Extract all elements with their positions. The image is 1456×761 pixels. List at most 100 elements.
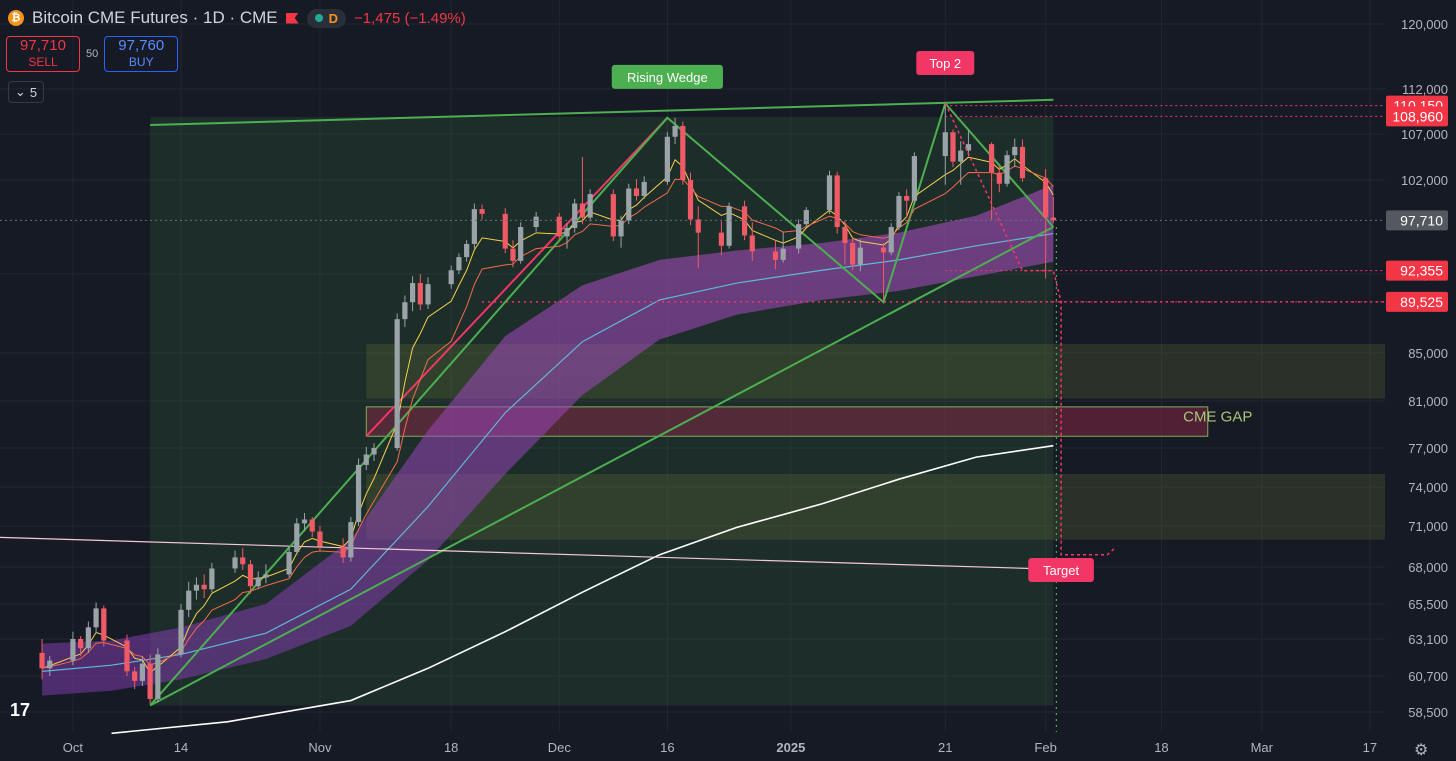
trendline-white — [0, 536, 1031, 570]
market-status-pill[interactable]: D — [306, 8, 346, 28]
candle-body — [904, 195, 910, 201]
candle-body — [850, 242, 856, 265]
candle-body — [672, 125, 678, 137]
candle-body — [826, 175, 833, 211]
pattern-path — [149, 101, 1055, 707]
candle-body — [695, 219, 701, 233]
zone-lower-zone — [366, 474, 1385, 540]
candle-body — [201, 584, 207, 590]
annotation-label: Top 2 — [929, 56, 961, 71]
candle-body — [942, 132, 948, 157]
price-label: 97,710 — [1400, 212, 1443, 228]
candle-body — [78, 639, 84, 649]
symbol-title[interactable]: Bitcoin CME Futures · 1D · CME — [32, 8, 278, 27]
candle-body — [1043, 178, 1049, 218]
annotation-box — [611, 64, 723, 89]
buy-button[interactable]: 97,760 BUY — [104, 36, 179, 72]
x-tick-label: 2025 — [776, 740, 805, 755]
candle-body — [610, 194, 616, 237]
price-change: −1,475 (−1.49%) — [354, 9, 466, 27]
candle-body — [294, 523, 300, 552]
candle-body — [155, 654, 161, 699]
candle-body — [749, 235, 755, 252]
annotation: CME GAP — [1183, 408, 1252, 425]
candle-body — [965, 144, 972, 151]
candle-body — [340, 546, 346, 558]
candle-body — [772, 251, 779, 260]
sell-button[interactable]: 97,710 SELL — [6, 36, 80, 72]
candle-body — [726, 206, 732, 246]
candle-body — [464, 243, 470, 258]
candle-body — [371, 448, 377, 455]
candle-body — [834, 175, 840, 227]
candle-body — [880, 247, 887, 253]
x-tick-label: Mar — [1251, 740, 1274, 755]
y-tick-label: 71,000 — [1408, 519, 1448, 534]
y-tick-label: 77,000 — [1408, 441, 1448, 456]
candle-body — [355, 464, 362, 523]
sell-label: SELL — [28, 55, 58, 69]
candle-body — [1050, 217, 1056, 221]
flag-icon[interactable] — [285, 12, 299, 24]
ema-band — [42, 184, 1054, 696]
bitcoin-logo-icon: ₿ — [8, 10, 24, 26]
interval-chip: D — [328, 10, 338, 26]
price-label-box — [1386, 210, 1448, 231]
candle-body — [132, 671, 138, 681]
x-tick-label: Feb — [1034, 740, 1056, 755]
candle-body — [556, 216, 562, 237]
candle-body — [502, 213, 508, 249]
candle-body — [47, 660, 53, 669]
candle-body — [564, 227, 570, 237]
trendline-pink — [365, 117, 669, 437]
x-tick-label: 21 — [938, 740, 952, 755]
candle-body — [363, 454, 369, 465]
y-axis: 120,000112,000107,000102,00092,00085,000… — [1386, 17, 1448, 720]
candle-body — [533, 216, 539, 227]
spread-value: 50 — [86, 48, 99, 60]
x-tick-label: 17 — [1363, 740, 1377, 755]
market-open-dot-icon — [314, 14, 323, 22]
candle-body — [587, 194, 593, 218]
annotation-box — [916, 51, 975, 75]
annotation: Top 2 — [916, 51, 975, 75]
ma200-line — [111, 444, 1054, 735]
candle-body — [139, 663, 145, 681]
candle-body — [896, 195, 902, 227]
candle-body — [240, 557, 246, 565]
candle-body — [70, 639, 76, 661]
y-tick-label: 60,700 — [1408, 669, 1448, 684]
candle-body — [780, 248, 786, 260]
settings-gear-icon[interactable]: ⚙ — [1414, 742, 1429, 759]
candle-body — [39, 652, 45, 669]
candle-body — [232, 557, 238, 569]
y-tick-label: 107,000 — [1401, 127, 1448, 142]
candle-body — [1012, 146, 1018, 156]
candle-body — [209, 568, 215, 590]
candle-body — [842, 227, 848, 243]
candle-body — [510, 248, 516, 261]
candle-body — [124, 640, 130, 672]
candle-body — [147, 663, 153, 699]
candle-body — [410, 283, 416, 303]
candle-body — [263, 574, 269, 578]
candle-body — [348, 522, 354, 558]
indicators-toggle[interactable]: ⌄ 5 — [8, 81, 44, 103]
candle-body — [101, 608, 107, 641]
candle-body — [633, 188, 640, 196]
candle-body — [309, 519, 315, 532]
candle-body — [741, 206, 748, 236]
price-label-box — [1386, 106, 1448, 127]
candle-body — [471, 209, 477, 244]
x-axis: Oct 14 Nov 18 Dec 16 2025 21 Feb 18 Mar 17 — [63, 740, 1377, 755]
trendline-green — [150, 98, 1054, 126]
candle-body — [989, 144, 995, 173]
grid — [0, 0, 1385, 732]
x-tick-label: Dec — [548, 740, 572, 755]
candle-body — [301, 519, 308, 524]
candle-body — [93, 608, 99, 628]
candle-body — [687, 180, 694, 220]
annotation-box — [1028, 557, 1094, 582]
candle-body — [888, 227, 894, 253]
